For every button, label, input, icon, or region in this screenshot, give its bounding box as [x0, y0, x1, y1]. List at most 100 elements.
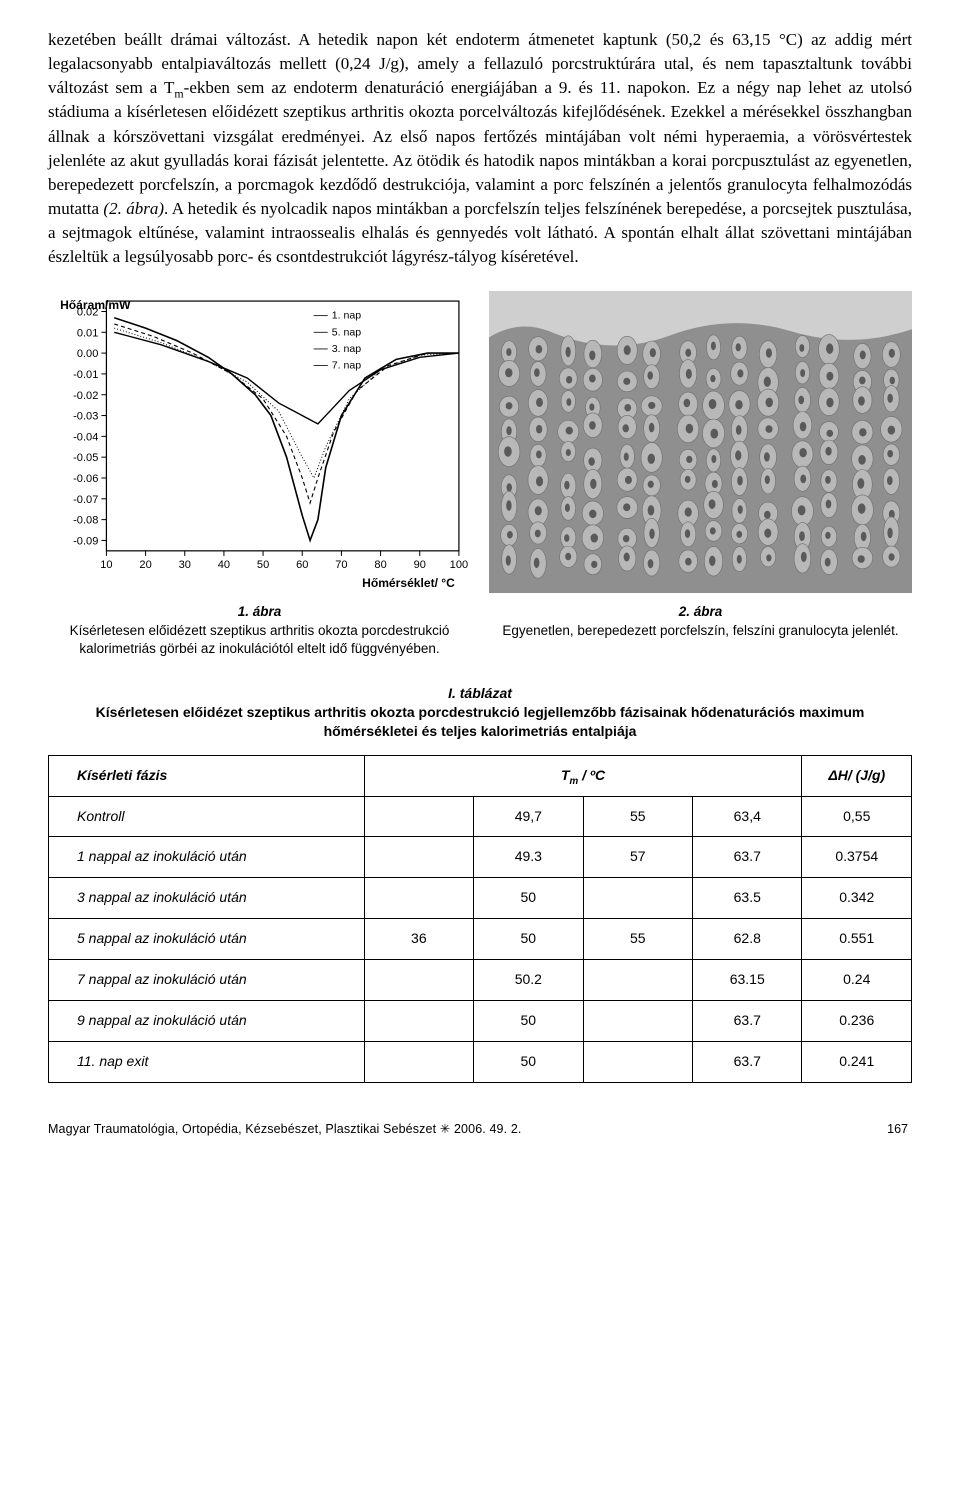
figure-1-title: 1. ábra — [238, 604, 282, 619]
figure-1-caption: 1. ábra Kísérletesen előidézett szeptiku… — [48, 603, 471, 658]
cell-v4: 63.5 — [693, 878, 802, 919]
svg-text:7. nap: 7. nap — [332, 360, 361, 372]
svg-text:-0.01: -0.01 — [73, 369, 98, 381]
cell-dh: 0.342 — [802, 878, 912, 919]
th-phase: Kísérleti fázis — [49, 755, 365, 796]
cell-v1 — [364, 1041, 473, 1082]
svg-text:3. nap: 3. nap — [332, 343, 361, 355]
dsc-table: Kísérleti fázis Tm / ºC ΔH/ (J/g) Kontro… — [48, 755, 912, 1083]
cell-v3 — [583, 1000, 692, 1041]
cell-dh: 0.24 — [802, 960, 912, 1001]
cell-v3: 57 — [583, 837, 692, 878]
svg-text:-0.02: -0.02 — [73, 390, 98, 402]
cell-phase: 7 nappal az inokuláció után — [49, 960, 365, 1001]
th-tm-sym: T — [561, 767, 570, 783]
svg-text:1. nap: 1. nap — [332, 310, 361, 322]
cell-v2: 50 — [474, 878, 583, 919]
cell-v2: 49,7 — [474, 796, 583, 837]
body-paragraph: kezetében beállt drámai változást. A het… — [48, 28, 912, 269]
svg-text:10: 10 — [100, 559, 112, 571]
cell-dh: 0.241 — [802, 1041, 912, 1082]
th-tm-sub: m — [570, 776, 579, 787]
cell-v2: 50 — [474, 919, 583, 960]
svg-text:100: 100 — [450, 559, 468, 571]
cell-v3 — [583, 878, 692, 919]
svg-text:-0.05: -0.05 — [73, 452, 98, 464]
svg-text:90: 90 — [414, 559, 426, 571]
cell-v1: 36 — [364, 919, 473, 960]
cell-v3 — [583, 1041, 692, 1082]
cell-v1 — [364, 960, 473, 1001]
table-row: 11. nap exit 50 63.70.241 — [49, 1041, 912, 1082]
svg-text:0.01: 0.01 — [77, 328, 99, 340]
svg-text:-0.08: -0.08 — [73, 515, 98, 527]
cell-dh: 0.3754 — [802, 837, 912, 878]
table-body: Kontroll49,75563,40,551 nappal az inokul… — [49, 796, 912, 1082]
cell-v4: 63.7 — [693, 1000, 802, 1041]
svg-text:80: 80 — [374, 559, 386, 571]
cell-phase: 1 nappal az inokuláció után — [49, 837, 365, 878]
cell-dh: 0.551 — [802, 919, 912, 960]
cell-phase: 11. nap exit — [49, 1041, 365, 1082]
figure-2-title: 2. ábra — [679, 604, 723, 619]
table-row: 9 nappal az inokuláció után5063.70.236 — [49, 1000, 912, 1041]
svg-text:60: 60 — [296, 559, 308, 571]
cell-v4: 62.8 — [693, 919, 802, 960]
cell-dh: 0.236 — [802, 1000, 912, 1041]
svg-text:50: 50 — [257, 559, 269, 571]
figure-1-caption-text: Kísérletesen előidézett szeptikus arthri… — [70, 623, 450, 656]
th-tm: Tm / ºC — [364, 755, 802, 796]
table-title: I. táblázat — [448, 685, 512, 701]
footer-journal: Magyar Traumatológia, Ortopédia, Kézsebé… — [48, 1121, 522, 1139]
table-head: Kísérleti fázis Tm / ºC ΔH/ (J/g) — [49, 755, 912, 796]
cell-v2: 49.3 — [474, 837, 583, 878]
cell-v4: 63.7 — [693, 837, 802, 878]
table-row: Kontroll 49,75563,40,55 — [49, 796, 912, 837]
svg-text:-0.07: -0.07 — [73, 494, 98, 506]
cell-v3 — [583, 960, 692, 1001]
figure-2-caption-text: Egyenetlen, berepedezett porcfelszín, fe… — [502, 623, 898, 638]
svg-text:30: 30 — [179, 559, 191, 571]
figure-1-chart: 1020304050607080901000.020.010.00-0.01-0… — [48, 291, 471, 593]
svg-text:5. nap: 5. nap — [332, 327, 361, 339]
cell-v3: 55 — [583, 796, 692, 837]
svg-text:0.00: 0.00 — [77, 348, 99, 360]
cell-phase: Kontroll — [49, 796, 365, 837]
cell-v1 — [364, 1000, 473, 1041]
svg-text:-0.06: -0.06 — [73, 473, 98, 485]
histology-svg — [489, 291, 912, 593]
cell-phase: 5 nappal az inokuláció után — [49, 919, 365, 960]
figure-2-caption: 2. ábra Egyenetlen, berepedezett porcfel… — [502, 603, 898, 639]
cell-v4: 63,4 — [693, 796, 802, 837]
cell-v4: 63.15 — [693, 960, 802, 1001]
table-row: 3 nappal az inokuláció után 50 63.50.342 — [49, 878, 912, 919]
figure-1: 1020304050607080901000.020.010.00-0.01-0… — [48, 291, 471, 658]
cell-dh: 0,55 — [802, 796, 912, 837]
svg-text:-0.04: -0.04 — [73, 432, 98, 444]
svg-text:Hőáram/mW: Hőáram/mW — [60, 298, 131, 312]
table-header-row: Kísérleti fázis Tm / ºC ΔH/ (J/g) — [49, 755, 912, 796]
cell-v1 — [364, 837, 473, 878]
cell-v4: 63.7 — [693, 1041, 802, 1082]
svg-text:20: 20 — [139, 559, 151, 571]
figure-2-image — [489, 291, 912, 593]
cell-v2: 50.2 — [474, 960, 583, 1001]
cell-v2: 50 — [474, 1041, 583, 1082]
svg-text:-0.03: -0.03 — [73, 411, 98, 423]
cell-phase: 3 nappal az inokuláció után — [49, 878, 365, 919]
svg-text:70: 70 — [335, 559, 347, 571]
svg-text:40: 40 — [218, 559, 230, 571]
table-caption: I. táblázat Kísérletesen előidézet szept… — [48, 684, 912, 741]
figures-row: 1020304050607080901000.020.010.00-0.01-0… — [48, 291, 912, 658]
cell-v1 — [364, 878, 473, 919]
svg-text:-0.09: -0.09 — [73, 536, 98, 548]
th-dh: ΔH/ (J/g) — [802, 755, 912, 796]
svg-text:Hőmérséklet/ °C: Hőmérséklet/ °C — [362, 576, 455, 590]
th-tm-unit: / ºC — [578, 767, 605, 783]
table-row: 5 nappal az inokuláció után36505562.80.5… — [49, 919, 912, 960]
table-row: 1 nappal az inokuláció után 49.35763.70.3… — [49, 837, 912, 878]
cell-v3: 55 — [583, 919, 692, 960]
cell-v1 — [364, 796, 473, 837]
table-row: 7 nappal az inokuláció után 50.2 63.150.24 — [49, 960, 912, 1001]
page-footer: Magyar Traumatológia, Ortopédia, Kézsebé… — [48, 1121, 912, 1139]
